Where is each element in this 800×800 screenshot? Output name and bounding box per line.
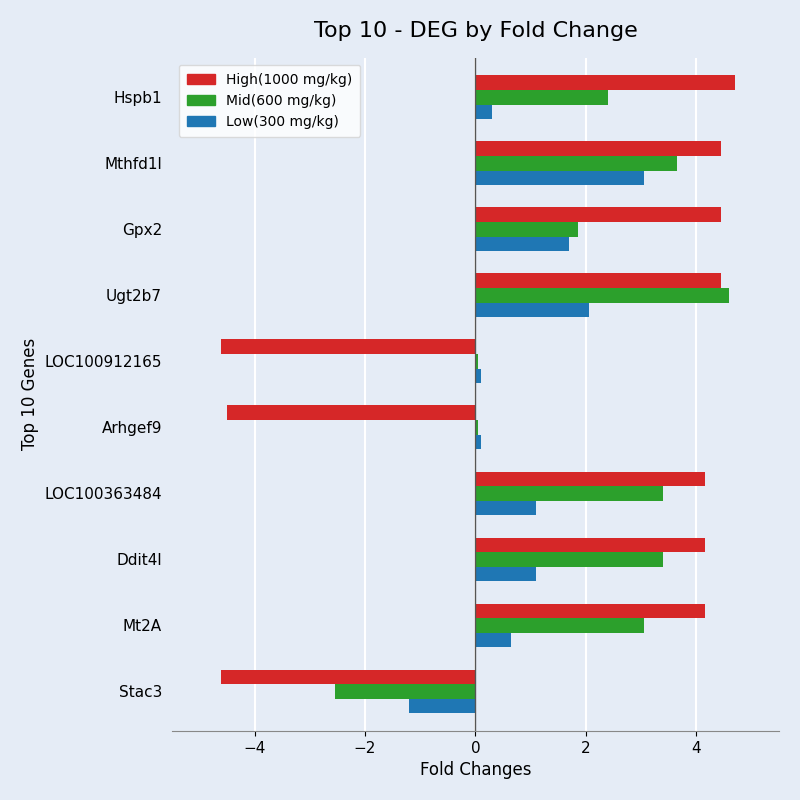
Bar [475,170,644,185]
Bar [475,566,536,581]
X-axis label: Fold Changes: Fold Changes [420,761,531,779]
Bar [475,603,705,618]
Bar [475,354,478,369]
Bar [475,302,589,317]
Bar [475,434,481,449]
Bar [475,552,663,566]
Bar [475,156,677,170]
Legend: High(1000 mg/kg), Mid(600 mg/kg), Low(300 mg/kg): High(1000 mg/kg), Mid(600 mg/kg), Low(30… [178,65,361,137]
Bar [222,670,475,684]
Bar [475,288,730,302]
Bar [475,471,705,486]
Bar [475,501,536,515]
Bar [475,274,721,288]
Bar [475,420,478,434]
Title: Top 10 - DEG by Fold Change: Top 10 - DEG by Fold Change [314,21,638,41]
Bar [475,237,570,251]
Y-axis label: Top 10 Genes: Top 10 Genes [21,338,39,450]
Bar [475,207,721,222]
Bar [475,369,481,383]
Bar [475,486,663,501]
Bar [475,633,511,647]
Bar [475,90,608,105]
Bar [475,618,644,633]
Bar [222,339,475,354]
Bar [409,698,475,713]
Bar [334,684,475,698]
Bar [227,406,475,420]
Bar [475,222,578,237]
Bar [475,105,492,119]
Bar [475,75,735,90]
Bar [475,538,705,552]
Bar [475,142,721,156]
